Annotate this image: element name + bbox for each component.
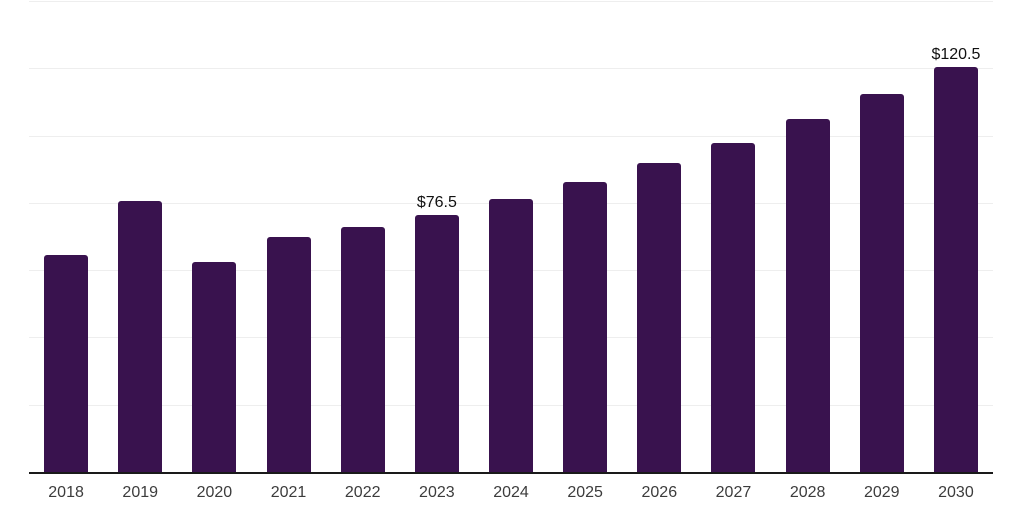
bar-2027 <box>711 142 756 472</box>
gridline-120 <box>29 68 993 70</box>
x-tick-2020: 2020 <box>196 484 233 501</box>
x-tick-2019: 2019 <box>122 484 159 501</box>
value-label-2030: $120.5 <box>931 45 981 63</box>
gridline-140 <box>29 1 993 2</box>
x-axis-line <box>29 472 993 474</box>
bar-2022 <box>340 227 385 472</box>
bar-2026 <box>637 163 682 472</box>
x-tick-2029: 2029 <box>863 484 900 501</box>
x-tick-2023: 2023 <box>419 484 455 501</box>
value-label-2023: $76.5 <box>416 193 457 211</box>
x-tick-2022: 2022 <box>344 484 381 501</box>
bar-2025 <box>563 182 608 472</box>
bar-2020 <box>192 261 237 472</box>
x-tick-2025: 2025 <box>567 484 603 501</box>
x-tick-2028: 2028 <box>789 484 826 501</box>
bar-2029 <box>859 93 904 472</box>
x-tick-2027: 2027 <box>715 484 752 501</box>
bar-2024 <box>489 198 533 472</box>
x-tick-2018: 2018 <box>48 484 84 501</box>
x-tick-2024: 2024 <box>493 484 529 501</box>
gridline-100 <box>29 135 993 137</box>
x-tick-2030: 2030 <box>938 484 974 501</box>
bar-2021 <box>266 236 311 472</box>
bar-2018 <box>44 255 89 472</box>
bar-2019 <box>118 200 163 472</box>
x-tick-2026: 2026 <box>641 484 678 501</box>
bar-2023 <box>414 214 459 472</box>
bar-2030 <box>933 66 978 472</box>
bar-2028 <box>785 119 830 472</box>
x-tick-2021: 2021 <box>270 484 307 501</box>
